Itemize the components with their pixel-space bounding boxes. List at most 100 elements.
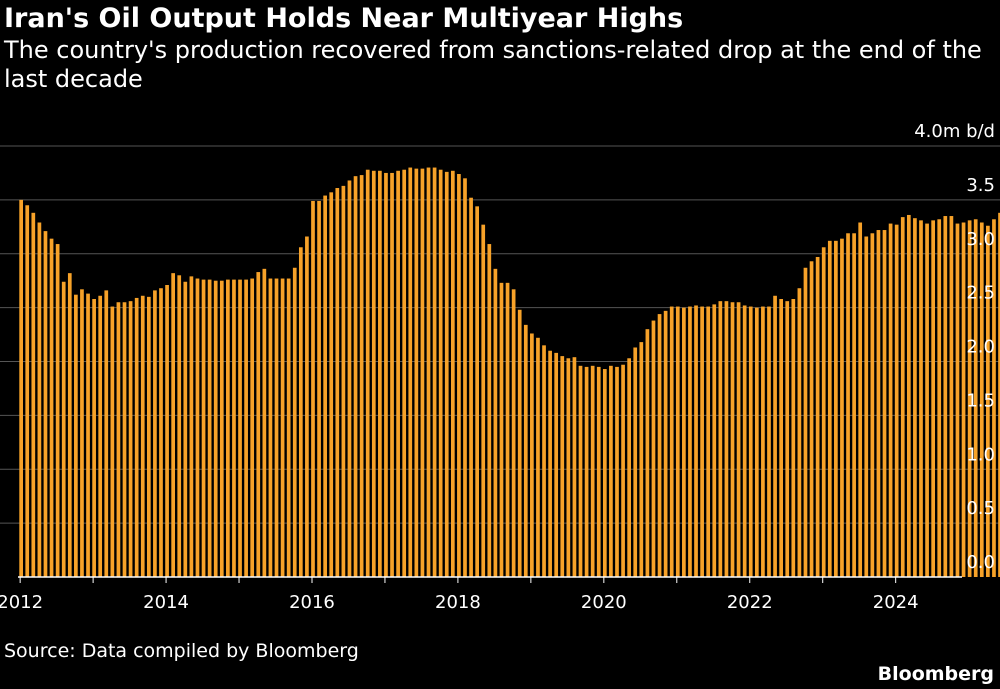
bar xyxy=(536,337,540,577)
bar xyxy=(973,219,978,577)
bar xyxy=(578,365,583,577)
bar xyxy=(159,288,163,577)
bar xyxy=(487,244,492,578)
bar xyxy=(706,306,711,577)
bar xyxy=(31,212,36,577)
bar xyxy=(761,306,765,577)
bar xyxy=(365,169,370,577)
bar xyxy=(821,247,826,577)
bar xyxy=(493,268,498,577)
bar xyxy=(937,219,942,577)
bar xyxy=(602,369,607,577)
source-note: Source: Data compiled by Bloomberg xyxy=(4,640,359,662)
bar xyxy=(949,216,954,578)
bar xyxy=(371,170,376,577)
bar xyxy=(900,217,905,577)
x-tick-label: 2020 xyxy=(581,592,627,613)
bar xyxy=(329,192,334,577)
bar xyxy=(408,167,413,578)
bar xyxy=(165,285,169,577)
bloomberg-logo: Bloomberg xyxy=(877,663,994,685)
bar xyxy=(876,230,881,578)
bar xyxy=(317,200,321,577)
bar xyxy=(189,276,194,577)
bar xyxy=(730,302,735,577)
bar xyxy=(238,279,242,577)
bar xyxy=(353,176,358,578)
y-tick-label: 1.0 xyxy=(966,444,995,465)
bar xyxy=(219,280,224,577)
bar xyxy=(359,175,364,577)
bar xyxy=(384,172,388,577)
bar xyxy=(450,170,455,577)
bar xyxy=(499,282,504,577)
y-axis: 0.0 0.5 1.0 1.5 2.0 2.5 3.0 3.5 4.0m b/d xyxy=(914,121,995,573)
bar xyxy=(913,218,917,577)
bar xyxy=(426,167,431,578)
bar xyxy=(207,279,212,577)
bar xyxy=(627,358,631,577)
bar xyxy=(134,297,139,577)
bar xyxy=(475,206,479,577)
bar xyxy=(116,302,121,577)
bar xyxy=(590,365,595,577)
bar xyxy=(171,273,175,577)
bar xyxy=(61,281,66,577)
x-tick-label: 2016 xyxy=(289,592,335,613)
bar xyxy=(961,222,966,577)
x-tick-label: 2012 xyxy=(0,592,43,613)
bar xyxy=(542,345,546,577)
bar xyxy=(718,301,723,577)
bar xyxy=(773,295,777,577)
bar xyxy=(858,222,863,577)
bar xyxy=(274,278,279,577)
bar xyxy=(232,279,236,577)
bar xyxy=(651,320,656,577)
chart-subtitle: The country's production recovered from … xyxy=(4,36,982,93)
bar xyxy=(742,305,747,577)
bar xyxy=(669,306,674,577)
bar xyxy=(280,278,285,577)
bar xyxy=(177,275,182,577)
bar xyxy=(767,306,771,577)
bar xyxy=(688,306,692,577)
y-tick-label: 3.0 xyxy=(966,229,995,250)
bar xyxy=(979,222,984,577)
bar xyxy=(390,172,394,577)
bar xyxy=(572,357,577,577)
bar xyxy=(809,261,814,577)
x-tick-label: 2022 xyxy=(727,592,773,613)
bar xyxy=(517,309,522,577)
bar xyxy=(110,306,115,577)
bar xyxy=(444,171,449,578)
x-tick-label: 2014 xyxy=(143,592,189,613)
bar xyxy=(262,268,267,577)
bar xyxy=(645,329,650,577)
bar xyxy=(596,366,601,577)
bar xyxy=(566,358,571,577)
bar xyxy=(292,267,297,577)
bar xyxy=(925,223,929,577)
bar xyxy=(341,185,346,577)
bar xyxy=(213,280,218,577)
bar xyxy=(457,174,461,577)
bar xyxy=(682,307,686,578)
x-tick-label: 2018 xyxy=(435,592,481,613)
bar xyxy=(55,244,60,578)
bar xyxy=(998,212,1000,577)
bar xyxy=(43,231,48,577)
bar xyxy=(438,169,443,577)
bar xyxy=(104,290,109,577)
bar xyxy=(347,180,352,578)
bar xyxy=(919,220,923,577)
bar xyxy=(183,281,188,577)
y-tick-label: 0.5 xyxy=(966,498,995,519)
y-tick-label: 4.0m b/d xyxy=(914,121,995,142)
bar xyxy=(67,273,72,577)
bar xyxy=(986,225,990,578)
bar xyxy=(92,299,96,577)
bar xyxy=(256,272,261,577)
bar xyxy=(128,301,133,577)
bar xyxy=(785,301,790,577)
